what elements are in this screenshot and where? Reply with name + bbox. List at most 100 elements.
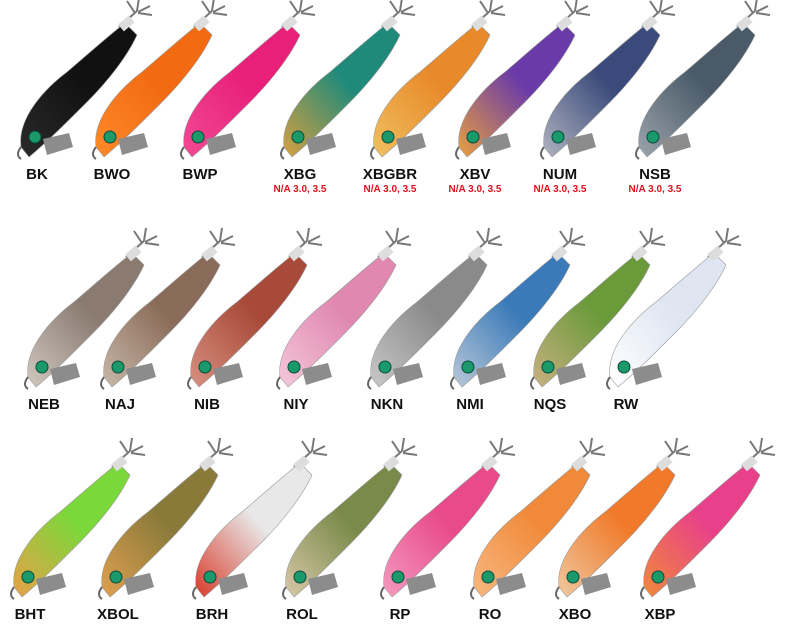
sinker bbox=[406, 573, 436, 595]
line-tie bbox=[17, 146, 22, 160]
line-tie bbox=[370, 146, 375, 160]
sinker bbox=[118, 133, 148, 155]
squid-jig-nib bbox=[187, 227, 323, 390]
eye-icon bbox=[378, 360, 392, 374]
jig-collar bbox=[571, 455, 588, 472]
line-tie bbox=[98, 586, 103, 600]
squid-jig-bk bbox=[17, 0, 153, 160]
squid-jig-xbol bbox=[98, 437, 234, 600]
jig-body bbox=[27, 252, 145, 388]
eye-icon bbox=[391, 570, 405, 584]
sinker bbox=[666, 573, 696, 595]
squid-jig-naj bbox=[100, 227, 236, 390]
color-code-label: XBV bbox=[459, 166, 491, 183]
line-tie bbox=[540, 146, 545, 160]
sinker bbox=[126, 363, 156, 385]
jig-collar bbox=[293, 455, 310, 472]
availability-note: N/A 3.0, 3.5 bbox=[628, 184, 682, 195]
eye-icon bbox=[617, 360, 631, 374]
eye-icon bbox=[651, 570, 665, 584]
sinker bbox=[124, 573, 154, 595]
color-code-label: NAJ bbox=[104, 396, 135, 413]
color-code-label: NIY bbox=[283, 396, 309, 413]
color-code-label: ROL bbox=[286, 606, 318, 623]
jig-body bbox=[283, 22, 401, 158]
line-tie bbox=[180, 146, 185, 160]
sinker bbox=[206, 133, 236, 155]
squid-jig-num bbox=[540, 0, 676, 160]
jig-collar bbox=[551, 245, 568, 262]
line-tie bbox=[24, 376, 29, 390]
eye-icon bbox=[109, 570, 123, 584]
jig-body bbox=[373, 22, 491, 158]
eye-icon bbox=[198, 360, 212, 374]
color-code-label: BWP bbox=[182, 166, 218, 183]
sinker bbox=[302, 363, 332, 385]
jig-body bbox=[609, 252, 727, 388]
color-code-label: NSB bbox=[639, 166, 671, 183]
eye-icon bbox=[541, 360, 555, 374]
availability-note: N/A 3.0, 3.5 bbox=[533, 184, 587, 195]
jig-body bbox=[279, 252, 397, 388]
color-code-label: NIB bbox=[194, 396, 220, 413]
jig-body bbox=[383, 462, 501, 598]
line-tie bbox=[187, 376, 192, 390]
jig-collar bbox=[707, 245, 724, 262]
eye-icon bbox=[291, 130, 305, 144]
squid-jig-xbgbr bbox=[370, 0, 506, 160]
sinker bbox=[50, 363, 80, 385]
jig-body bbox=[183, 22, 301, 158]
color-code-label: XBOL bbox=[97, 606, 139, 623]
jig-collar bbox=[656, 455, 673, 472]
color-code-label: BWO bbox=[93, 166, 131, 183]
line-tie bbox=[450, 376, 455, 390]
squid-jig-xbg bbox=[280, 0, 416, 160]
jig-body bbox=[558, 462, 676, 598]
eye-icon bbox=[551, 130, 565, 144]
jig-collar bbox=[111, 455, 128, 472]
availability-note: N/A 3.0, 3.5 bbox=[448, 184, 502, 195]
color-code-label: XBGBR bbox=[362, 166, 418, 183]
color-code-label: BK bbox=[26, 166, 48, 183]
color-code-label: XBO bbox=[558, 606, 592, 623]
jig-body bbox=[473, 462, 591, 598]
line-tie bbox=[640, 586, 645, 600]
eye-icon bbox=[191, 130, 205, 144]
jig-collar bbox=[556, 15, 573, 32]
color-code-label: RO bbox=[478, 606, 502, 623]
squid-jig-bht bbox=[10, 437, 146, 600]
jig-collar bbox=[281, 15, 298, 32]
line-tie bbox=[455, 146, 460, 160]
eye-icon bbox=[381, 130, 395, 144]
sinker bbox=[632, 363, 662, 385]
line-tie bbox=[367, 376, 372, 390]
eye-icon bbox=[461, 360, 475, 374]
jig-body bbox=[533, 252, 651, 388]
eye-icon bbox=[293, 570, 307, 584]
eye-icon bbox=[646, 130, 660, 144]
jig-collar bbox=[201, 245, 218, 262]
sinker bbox=[496, 573, 526, 595]
sinker bbox=[566, 133, 596, 155]
sinker bbox=[308, 573, 338, 595]
color-code-label: BHT bbox=[14, 606, 46, 623]
line-tie bbox=[10, 586, 15, 600]
sinker bbox=[396, 133, 426, 155]
sinker bbox=[218, 573, 248, 595]
eye-icon bbox=[481, 570, 495, 584]
color-code-label: XBP bbox=[644, 606, 676, 623]
jig-body bbox=[190, 252, 308, 388]
squid-jig-rw bbox=[606, 227, 742, 390]
jig-collar bbox=[641, 15, 658, 32]
jig-body bbox=[20, 22, 138, 158]
sinker bbox=[661, 133, 691, 155]
jig-collar bbox=[741, 455, 758, 472]
jig-collar bbox=[199, 455, 216, 472]
squid-jig-rp bbox=[380, 437, 516, 600]
squid-jig-rol bbox=[282, 437, 418, 600]
jig-body bbox=[638, 22, 756, 158]
sinker bbox=[213, 363, 243, 385]
line-tie bbox=[282, 586, 287, 600]
color-code-label: NUM bbox=[542, 166, 578, 183]
line-tie bbox=[606, 376, 611, 390]
